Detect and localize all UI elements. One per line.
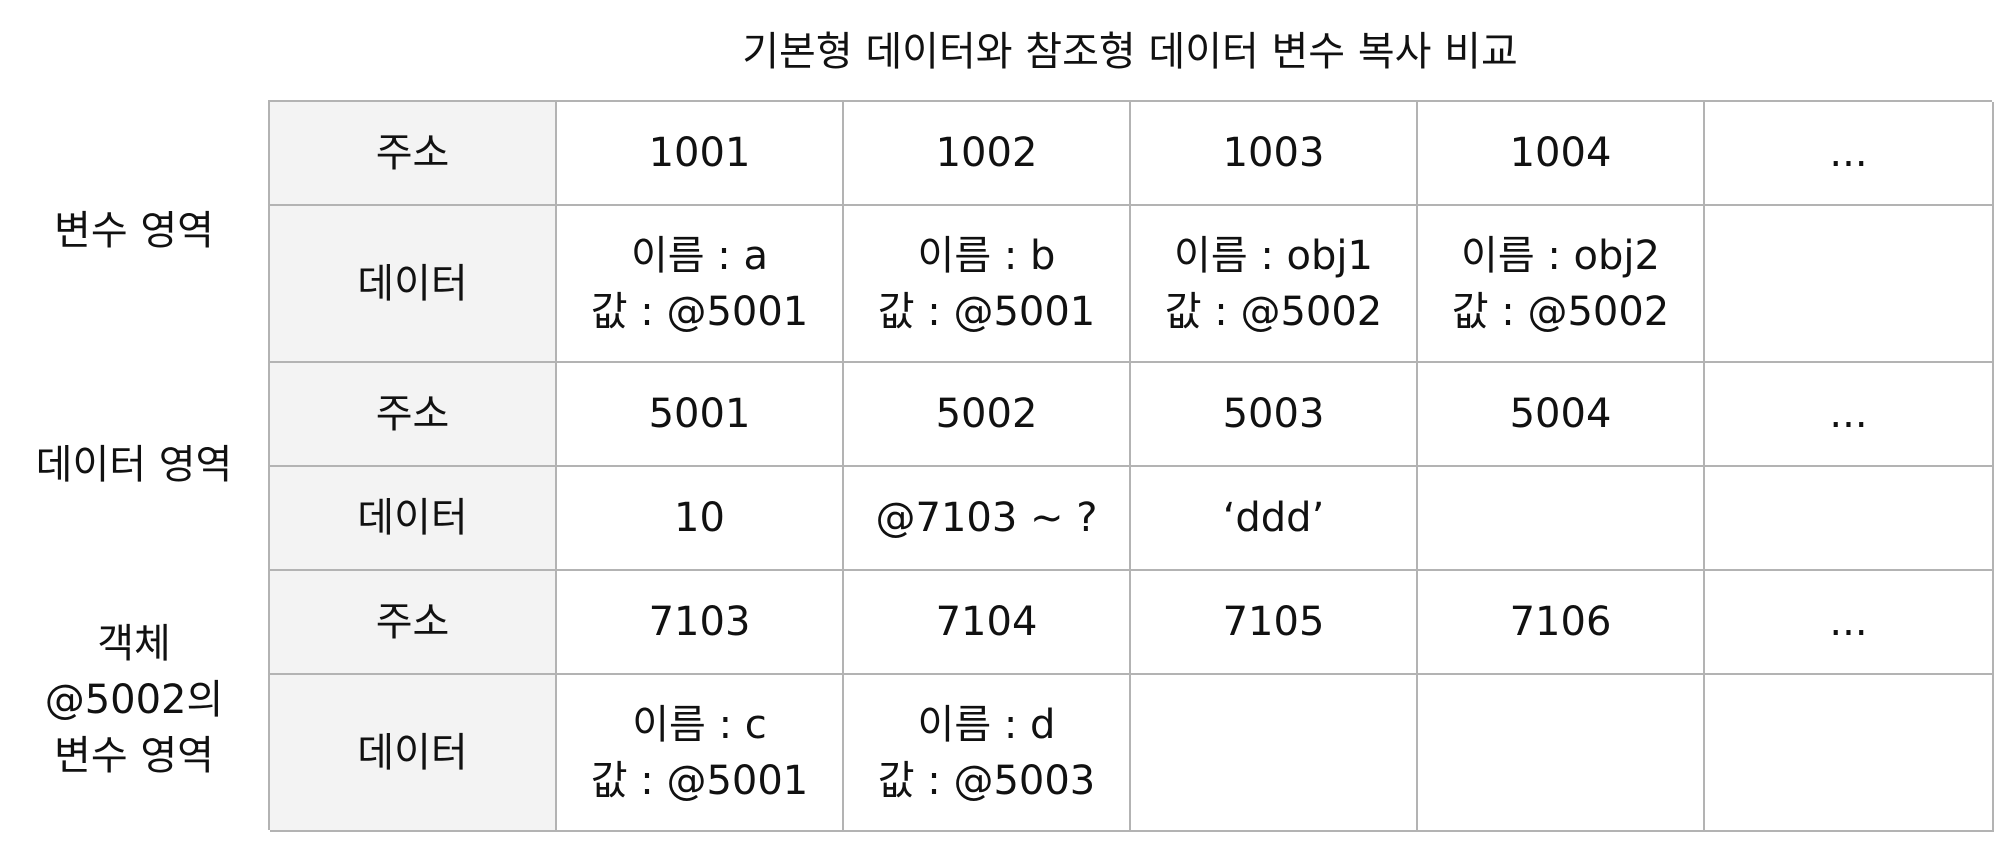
group-label-line: 변수 영역 [54, 207, 214, 254]
data-cell-line: 값 : @5001 [590, 288, 809, 335]
data-cell [1131, 675, 1418, 832]
data-cell-line: 값 : @5003 [877, 757, 1096, 804]
data-cell-line: 값 : @5001 [590, 757, 809, 804]
data-cell-line: @7103 ~ ? [875, 495, 1098, 541]
data-cell-line: 이름 : c [632, 701, 767, 748]
memory-table: 주소 1001 1002 1003 1004 ... 데이터 이름 : a 값 … [268, 100, 1994, 832]
address-cell: 1001 [557, 102, 844, 206]
data-cell: 이름 : b 값 : @5001 [844, 206, 1131, 363]
data-header-cell: 데이터 [270, 206, 557, 363]
data-cell [1705, 675, 1994, 832]
data-header-cell: 데이터 [270, 467, 557, 571]
data-header-cell: 데이터 [270, 675, 557, 832]
group-label-line: @5002의 [44, 676, 224, 723]
data-cell: 이름 : a 값 : @5001 [557, 206, 844, 363]
address-cell: 7104 [844, 571, 1131, 675]
data-cell: 이름 : obj2 값 : @5002 [1418, 206, 1705, 363]
data-cell-line: 값 : @5002 [1164, 288, 1383, 335]
data-cell-line: ‘ddd’ [1222, 495, 1325, 541]
group-label-line: 객체 [97, 620, 171, 667]
address-header-cell: 주소 [270, 363, 557, 467]
address-cell: 5003 [1131, 363, 1418, 467]
address-cell: 7103 [557, 571, 844, 675]
address-cell: ... [1705, 571, 1994, 675]
address-cell: 5001 [557, 363, 844, 467]
address-header-cell: 주소 [270, 102, 557, 206]
data-cell: 이름 : obj1 값 : @5002 [1131, 206, 1418, 363]
data-cell: 10 [557, 467, 844, 571]
data-cell [1705, 467, 1994, 571]
group-label-line: 데이터 영역 [35, 442, 233, 488]
address-cell: 1003 [1131, 102, 1418, 206]
address-cell: 5004 [1418, 363, 1705, 467]
address-header-cell: 주소 [270, 571, 557, 675]
address-cell: ... [1705, 363, 1994, 467]
data-cell-line: 이름 : b [917, 232, 1056, 279]
data-cell: @7103 ~ ? [844, 467, 1131, 571]
data-cell: 이름 : d 값 : @5003 [844, 675, 1131, 832]
address-cell: 5002 [844, 363, 1131, 467]
address-cell: 7106 [1418, 571, 1705, 675]
address-cell: 1002 [844, 102, 1131, 206]
data-cell-line: 이름 : d [917, 701, 1056, 748]
data-cell: ‘ddd’ [1131, 467, 1418, 571]
data-cell-line: 이름 : obj1 [1174, 232, 1373, 279]
address-cell: ... [1705, 102, 1994, 206]
data-cell-line: 값 : @5002 [1451, 288, 1670, 335]
data-cell: 이름 : c 값 : @5001 [557, 675, 844, 832]
data-cell-line: 이름 : obj2 [1461, 232, 1660, 279]
data-cell [1418, 467, 1705, 571]
diagram-title: 기본형 데이터와 참조형 데이터 변수 복사 비교 [742, 29, 1518, 75]
address-cell: 7105 [1131, 571, 1418, 675]
group-label-variable-area: 변수 영역 [8, 100, 260, 361]
address-cell: 1004 [1418, 102, 1705, 206]
group-label-line: 변수 영역 [54, 732, 214, 779]
group-label-object-variable-area: 객체 @5002의 변수 영역 [8, 569, 260, 830]
data-cell [1418, 675, 1705, 832]
group-label-data-area: 데이터 영역 [8, 361, 260, 569]
data-cell-line: 10 [674, 495, 725, 541]
data-cell [1705, 206, 1994, 363]
data-cell-line: 이름 : a [630, 232, 769, 279]
data-cell-line: 값 : @5001 [877, 288, 1096, 335]
